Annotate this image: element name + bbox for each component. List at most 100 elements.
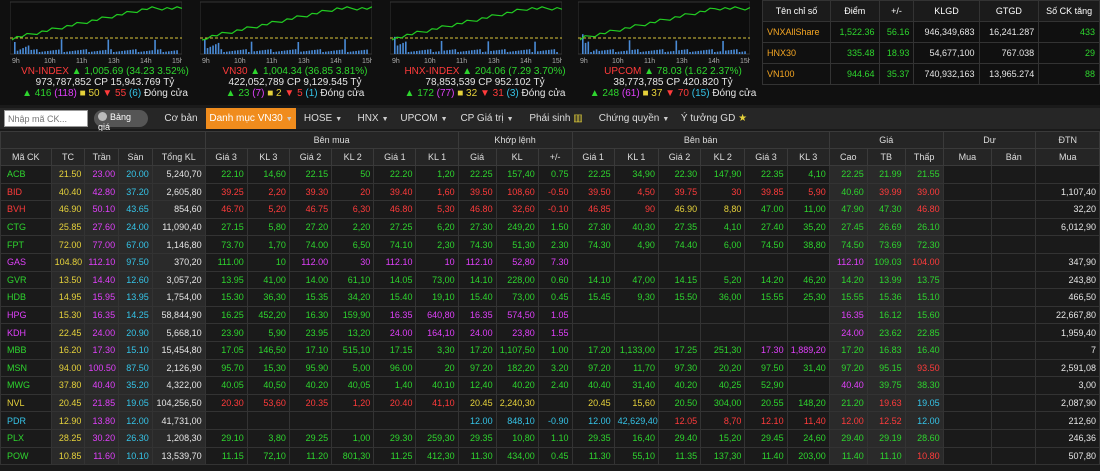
overview-row[interactable]: VN100 944.64 35.37 740,932,163 13,965.274 88 <box>762 63 1100 85</box>
index-box-3[interactable]: 9h 10h 11h 13h 14h 15h UPCOM ▲ 78.03 (1.62 2.3… <box>578 0 768 105</box>
stock-cell: 46.70 <box>204 200 248 219</box>
column-header[interactable]: KL 2 <box>331 148 375 166</box>
stock-symbol[interactable]: POW <box>0 446 52 466</box>
stock-symbol[interactable]: GAS <box>0 252 52 272</box>
volume-bar <box>135 49 137 54</box>
tab-2[interactable]: HOSE ▼ <box>296 108 350 129</box>
column-header[interactable]: Giá <box>457 148 497 166</box>
column-header[interactable]: Giá 1 <box>571 148 615 166</box>
stock-symbol[interactable]: GVR <box>0 270 52 290</box>
stock-cell: 32,20 <box>1035 200 1100 219</box>
stock-row[interactable]: ACB 21.50 23.00 20.00 5,240,70 22.10 14,60 22.1… <box>0 165 1100 184</box>
stock-cell <box>942 323 993 342</box>
column-header[interactable]: +/- <box>537 148 573 166</box>
overview-row[interactable]: HNX30 335.48 18.93 54,677,100 767.038 29 <box>762 42 1100 64</box>
index-box-1[interactable]: 9h 10h 11h 13h 14h 15h VN30 ▲ 1,004.34 (36.85 … <box>200 0 390 105</box>
stock-cell: 11,70 <box>613 358 659 378</box>
stock-row[interactable]: MWG 37.80 40.40 35.20 4,322,00 40.05 40,50 40.2… <box>0 376 1100 395</box>
stock-cell: 22.25 <box>828 165 868 184</box>
column-header[interactable]: KL 1 <box>613 148 659 166</box>
stock-cell: 47.00 <box>744 200 788 219</box>
stock-row[interactable]: FPT 72.00 77.00 67.00 1,146,80 73.70 1,70 74.00… <box>0 235 1100 254</box>
column-header[interactable]: TB <box>866 148 906 166</box>
tab-4[interactable]: UPCOM ▼ <box>396 108 452 129</box>
tab-5[interactable]: CP Giá trị ▼ <box>456 108 518 129</box>
overview-row[interactable]: VNXAllShare 1,522.36 56.16 946,349,683 16,24… <box>762 21 1100 43</box>
overview-cell: 56.16 <box>878 21 915 43</box>
stock-cell: 1,00 <box>331 428 375 448</box>
stock-symbol[interactable]: NVL <box>0 393 52 413</box>
stock-cell: 112.10 <box>373 252 417 272</box>
stock-symbol[interactable]: KDH <box>0 323 52 342</box>
stock-symbol[interactable]: PLX <box>0 428 52 448</box>
stock-row[interactable]: GAS 104.80 112.10 97.50 370,20 111.00 10 112.00… <box>0 252 1100 272</box>
symbol-search-input[interactable] <box>4 110 88 127</box>
stock-cell: 15.30 <box>50 305 86 325</box>
column-header[interactable]: Cao <box>828 148 868 166</box>
stock-symbol[interactable]: BID <box>0 182 52 202</box>
stock-row[interactable]: MSN 94.00 100.50 87.50 2,126,90 95.70 15,30 95.… <box>0 358 1100 378</box>
tab-1[interactable]: Danh mục VN30 ▼ <box>206 108 296 129</box>
column-header[interactable]: Thấp <box>904 148 944 166</box>
flat-count: ■ 2 <box>267 88 285 99</box>
volume-bar <box>534 41 536 54</box>
stock-row[interactable]: MBB 16.20 17.30 15.10 15,454,80 17.05 146,50 17… <box>0 340 1100 360</box>
column-header[interactable]: KL 1 <box>415 148 459 166</box>
stock-row[interactable]: BID 40.40 42.80 37.20 2,605,80 39.25 2,20 39.30… <box>0 182 1100 202</box>
volume-bar <box>526 49 528 54</box>
column-header[interactable]: KL 2 <box>700 148 746 166</box>
column-header[interactable]: Giá 3 <box>744 148 788 166</box>
stock-cell: 109.03 <box>866 252 906 272</box>
stock-symbol[interactable]: MSN <box>0 358 52 378</box>
index-box-2[interactable]: 9h 10h 11h 13h 14h 15h HNX-INDEX ▲ 204.06 (7.2… <box>390 0 580 105</box>
overview-cell: 16,241.287 <box>978 21 1040 43</box>
stock-cell: 25.85 <box>50 217 86 237</box>
stock-row[interactable]: NVL 20.45 21.85 19.05 104,256,50 20.30 53,60 20… <box>0 393 1100 413</box>
index-box-0[interactable]: 9h 10h 11h 13h 14h 15h VN-INDEX ▲ 1,005.69 (34… <box>10 0 200 105</box>
stock-symbol[interactable]: MBB <box>0 340 52 360</box>
stock-symbol[interactable]: BVH <box>0 200 52 219</box>
column-header[interactable]: KL 3 <box>246 148 290 166</box>
column-header[interactable]: Giá 2 <box>288 148 333 166</box>
stock-symbol[interactable]: ACB <box>0 165 52 184</box>
stock-symbol[interactable]: FPT <box>0 235 52 254</box>
stock-symbol[interactable]: HPG <box>0 305 52 325</box>
stock-row[interactable]: KDH 22.45 24.00 20.90 5,668,10 23.90 5,90 23.95… <box>0 323 1100 342</box>
column-header[interactable]: Giá 2 <box>657 148 702 166</box>
up-arrow-icon: ▲ <box>71 66 85 77</box>
tab-3[interactable]: HNX ▼ <box>350 108 396 129</box>
tab-6[interactable]: Phái sinh ▥ <box>520 108 592 129</box>
column-header[interactable]: KL <box>495 148 539 166</box>
stock-row[interactable]: HPG 15.30 16.35 14.25 58,844,90 16.25 452,20 16… <box>0 305 1100 325</box>
tab-8[interactable]: Ý tưởng GD ★ <box>676 108 752 129</box>
stock-row[interactable]: CTG 25.85 27.60 24.00 11,090,40 27.15 5,80 27.2… <box>0 217 1100 237</box>
tab-0[interactable]: Cơ bản <box>155 108 207 129</box>
stock-symbol[interactable]: PDR <box>0 411 52 430</box>
stock-symbol[interactable]: HDB <box>0 288 52 307</box>
price-board-toggle[interactable]: Bảng giá <box>94 110 148 132</box>
stock-cell: 21.50 <box>50 165 86 184</box>
column-header[interactable]: KL 3 <box>786 148 830 166</box>
volume-bar <box>517 50 520 54</box>
stock-row[interactable]: GVR 13.50 14.40 12.60 3,057,20 13.95 41,00 14.0… <box>0 270 1100 290</box>
overview-cell: 88 <box>1038 63 1100 85</box>
stock-row[interactable]: BVH 46.90 50.10 43.65 854,60 46.70 5,20 46.75 6,… <box>0 200 1100 219</box>
stock-row[interactable]: PDR 12.90 13.80 12.00 41,731,00 12.00 848,10 -0… <box>0 411 1100 430</box>
volume-bar <box>639 52 642 54</box>
volume-bar <box>553 49 556 54</box>
volume-bar <box>656 49 658 54</box>
stock-symbol[interactable]: MWG <box>0 376 52 395</box>
stock-row[interactable]: PLX 28.25 30.20 26.30 1,208,30 29.10 3,80 29.25… <box>0 428 1100 448</box>
volume-bar <box>226 51 228 54</box>
volume-bar <box>355 50 357 54</box>
stock-cell: 23.90 <box>204 323 248 342</box>
tab-7[interactable]: Chứng quyền ▼ <box>594 108 674 129</box>
volume-bar <box>44 51 46 54</box>
stock-symbol[interactable]: CTG <box>0 217 52 237</box>
stock-row[interactable]: POW 10.85 11.60 10.10 13,539,70 11.15 72,10 11.… <box>0 446 1100 466</box>
column-header[interactable]: Giá 1 <box>373 148 417 166</box>
stock-row[interactable]: HDB 14.95 15.95 13.95 1,754,00 15.30 36,30 15.3… <box>0 288 1100 307</box>
volume-bar <box>58 49 60 54</box>
column-header[interactable]: Giá 3 <box>204 148 248 166</box>
volume-bar <box>506 52 509 54</box>
